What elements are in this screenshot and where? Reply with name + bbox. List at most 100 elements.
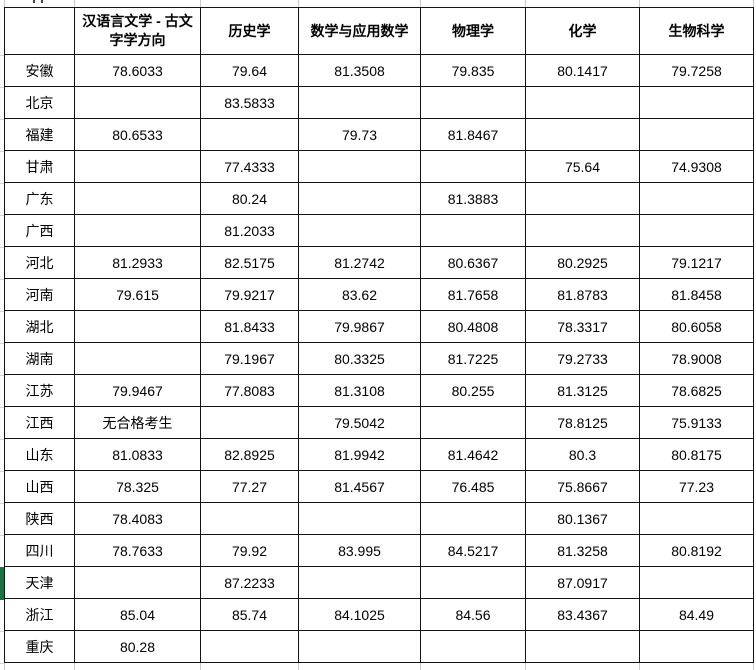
column-header-cell[interactable]: 历史学	[200, 7, 299, 55]
cell[interactable]: 81.9942	[298, 438, 421, 471]
cell[interactable]	[420, 150, 526, 183]
cell[interactable]	[420, 86, 526, 119]
cell[interactable]: 77.8083	[200, 374, 299, 407]
row-header-cell[interactable]: 山西	[4, 470, 75, 503]
cell[interactable]	[639, 566, 754, 599]
cell[interactable]: 79.1217	[639, 246, 754, 279]
row-header-cell[interactable]: 浙江	[4, 598, 75, 631]
column-header-cell[interactable]: 汉语言文学 - 古文字学方向	[74, 7, 201, 55]
cell[interactable]	[74, 566, 201, 599]
cell[interactable]: 81.3508	[298, 54, 421, 87]
cell[interactable]: 83.62	[298, 278, 421, 311]
cell[interactable]: 85.04	[74, 598, 201, 631]
column-header-cell[interactable]: 化学	[525, 7, 640, 55]
cell[interactable]	[639, 502, 754, 535]
cell[interactable]	[298, 86, 421, 119]
corner-header-cell[interactable]	[4, 7, 75, 55]
row-header-cell[interactable]: 重庆	[4, 630, 75, 663]
cell[interactable]: 80.24	[200, 182, 299, 215]
cell[interactable]	[639, 86, 754, 119]
cell[interactable]: 85.74	[200, 598, 299, 631]
cell[interactable]	[298, 502, 421, 535]
cell[interactable]: 81.0833	[74, 438, 201, 471]
cell[interactable]: 81.2933	[74, 246, 201, 279]
cell[interactable]: 81.3108	[298, 374, 421, 407]
row-header-cell[interactable]: 广东	[4, 182, 75, 215]
cell[interactable]: 79.835	[420, 54, 526, 87]
cell[interactable]	[200, 502, 299, 535]
cell[interactable]	[420, 406, 526, 439]
cell[interactable]: 79.2733	[525, 342, 640, 375]
cell[interactable]: 80.1417	[525, 54, 640, 87]
cell[interactable]: 80.255	[420, 374, 526, 407]
cell[interactable]: 78.325	[74, 470, 201, 503]
cell[interactable]: 80.2925	[525, 246, 640, 279]
cell[interactable]: 79.5042	[298, 406, 421, 439]
row-header-cell[interactable]: 河北	[4, 246, 75, 279]
column-header-cell[interactable]: 物理学	[420, 7, 526, 55]
cell[interactable]: 83.5833	[200, 86, 299, 119]
cell[interactable]: 80.8192	[639, 534, 754, 567]
row-header-cell[interactable]: 甘肃	[4, 150, 75, 183]
cell[interactable]	[74, 150, 201, 183]
cell[interactable]	[639, 118, 754, 151]
cell[interactable]: 77.27	[200, 470, 299, 503]
cell[interactable]: 78.8125	[525, 406, 640, 439]
cell[interactable]: 81.7225	[420, 342, 526, 375]
row-header-cell[interactable]: 四川	[4, 534, 75, 567]
row-header-cell[interactable]: 山东	[4, 438, 75, 471]
cell[interactable]: 80.28	[74, 630, 201, 663]
cell[interactable]: 81.3125	[525, 374, 640, 407]
cell[interactable]: 79.9467	[74, 374, 201, 407]
cell[interactable]	[298, 566, 421, 599]
cell[interactable]	[74, 342, 201, 375]
cell[interactable]	[200, 118, 299, 151]
cell[interactable]: 81.2742	[298, 246, 421, 279]
cell[interactable]	[200, 406, 299, 439]
cell[interactable]: 79.9217	[200, 278, 299, 311]
cell[interactable]: 77.23	[639, 470, 754, 503]
cell[interactable]: 78.6033	[74, 54, 201, 87]
row-header-cell[interactable]: 天津	[4, 566, 75, 599]
cell[interactable]	[298, 630, 421, 663]
cell[interactable]: 84.5217	[420, 534, 526, 567]
cell[interactable]: 78.9008	[639, 342, 754, 375]
cell[interactable]: 无合格考生	[74, 406, 201, 439]
cell[interactable]: 82.8925	[200, 438, 299, 471]
cell[interactable]: 80.4808	[420, 310, 526, 343]
cell[interactable]: 75.8667	[525, 470, 640, 503]
cell[interactable]	[420, 214, 526, 247]
cell[interactable]: 81.8783	[525, 278, 640, 311]
cell[interactable]	[74, 214, 201, 247]
cell[interactable]: 78.3317	[525, 310, 640, 343]
cell[interactable]	[298, 214, 421, 247]
cell[interactable]: 75.64	[525, 150, 640, 183]
row-header-cell[interactable]: 北京	[4, 86, 75, 119]
cell[interactable]: 79.92	[200, 534, 299, 567]
cell[interactable]: 83.4367	[525, 598, 640, 631]
cell[interactable]	[639, 214, 754, 247]
cell[interactable]	[525, 214, 640, 247]
cell[interactable]: 78.4083	[74, 502, 201, 535]
cell[interactable]: 79.1967	[200, 342, 299, 375]
cell[interactable]: 87.0917	[525, 566, 640, 599]
cell[interactable]: 84.1025	[298, 598, 421, 631]
cell[interactable]: 79.615	[74, 278, 201, 311]
cell[interactable]: 80.6533	[74, 118, 201, 151]
column-header-cell[interactable]: 生物科学	[639, 7, 754, 55]
cell[interactable]: 81.2033	[200, 214, 299, 247]
cell[interactable]: 83.995	[298, 534, 421, 567]
row-header-cell[interactable]: 河南	[4, 278, 75, 311]
cell[interactable]	[525, 118, 640, 151]
row-header-cell[interactable]: 江西	[4, 406, 75, 439]
cell[interactable]	[525, 182, 640, 215]
cell[interactable]	[74, 182, 201, 215]
cell[interactable]: 80.6367	[420, 246, 526, 279]
column-header-cell[interactable]: 数学与应用数学	[298, 7, 421, 55]
cell[interactable]: 80.1367	[525, 502, 640, 535]
cell[interactable]: 77.4333	[200, 150, 299, 183]
cell[interactable]	[420, 630, 526, 663]
row-header-cell[interactable]: 安徽	[4, 54, 75, 87]
cell[interactable]: 81.3883	[420, 182, 526, 215]
cell[interactable]: 81.7658	[420, 278, 526, 311]
